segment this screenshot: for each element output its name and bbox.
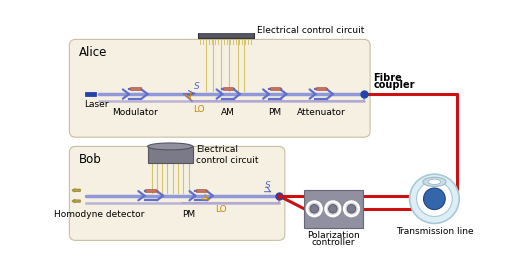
Ellipse shape [148, 143, 193, 150]
Text: Modulator: Modulator [112, 108, 158, 117]
Text: Alice: Alice [79, 45, 107, 58]
Text: Laser: Laser [84, 100, 108, 109]
Circle shape [310, 205, 319, 213]
Text: Attenuator: Attenuator [297, 108, 346, 117]
Text: Bob: Bob [79, 153, 102, 166]
Text: S: S [194, 82, 200, 91]
Text: Transmission line: Transmission line [396, 227, 473, 235]
Bar [85, 92, 96, 96]
Circle shape [417, 181, 452, 217]
Bar [196, 189, 206, 192]
Text: Electrical
control circuit: Electrical control circuit [196, 145, 259, 165]
FancyBboxPatch shape [69, 39, 370, 137]
Text: Electrical control circuit: Electrical control circuit [257, 26, 364, 35]
Bar [316, 87, 326, 90]
Circle shape [325, 201, 340, 216]
Circle shape [423, 188, 445, 210]
Circle shape [344, 201, 359, 216]
Text: controller: controller [312, 238, 355, 247]
Text: Homodyne detector: Homodyne detector [54, 210, 145, 219]
Text: PM: PM [268, 108, 281, 117]
Text: Fibre: Fibre [373, 73, 402, 83]
Text: AM: AM [221, 108, 235, 117]
Ellipse shape [423, 177, 446, 186]
Bar [129, 87, 141, 90]
FancyArrow shape [72, 199, 80, 203]
Circle shape [307, 201, 322, 216]
Circle shape [347, 205, 356, 213]
FancyArrow shape [72, 189, 80, 192]
FancyBboxPatch shape [69, 147, 285, 240]
Text: S: S [265, 181, 271, 189]
Bar [145, 189, 156, 192]
Bar [269, 87, 280, 90]
Circle shape [329, 205, 337, 213]
Text: coupler: coupler [373, 80, 414, 90]
Bar [198, 24, 254, 38]
Ellipse shape [428, 179, 441, 184]
Bar [148, 147, 193, 163]
Text: LO: LO [215, 205, 227, 214]
Text: PM: PM [182, 210, 195, 219]
Text: Polarization: Polarization [307, 231, 360, 240]
Bar [223, 87, 234, 90]
Circle shape [410, 174, 459, 224]
Bar [304, 189, 363, 228]
Text: LO: LO [193, 105, 205, 114]
